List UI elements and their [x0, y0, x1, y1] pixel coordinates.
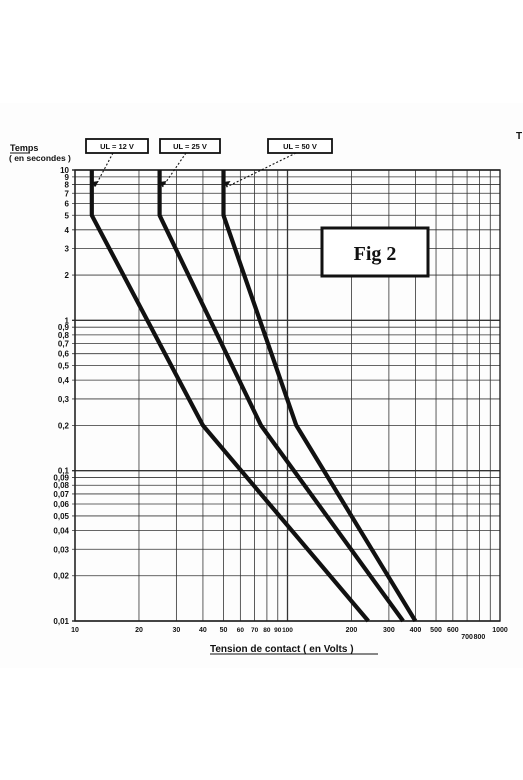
series-label: UL = 50 V	[283, 142, 317, 151]
x-tick-label: 70	[251, 627, 259, 634]
series-arrowhead	[159, 181, 167, 187]
curve-ul-2	[157, 170, 405, 623]
x-tick-label: 700	[461, 634, 473, 641]
x-tick-label: 20	[135, 627, 143, 634]
y-axis-unit-label: ( en secondes )	[9, 153, 71, 163]
series-label: UL = 25 V	[173, 142, 207, 151]
series-arrow	[226, 152, 297, 188]
chart: 109876543210,90,80,70,60,50,40,30,20,10,…	[9, 131, 522, 655]
y-tick-label: 4	[65, 226, 70, 235]
x-tick-label: 10	[71, 627, 79, 634]
x-tick-label: 40	[199, 627, 207, 634]
y-tick-label: 0,02	[53, 572, 69, 581]
series-arrowhead	[223, 181, 231, 187]
y-tick-label: 5	[65, 211, 70, 220]
y-tick-label: 3	[65, 245, 70, 254]
series-label: UL = 12 V	[100, 142, 134, 151]
y-tick-label: 0,1	[58, 467, 70, 476]
curve-ul-1	[89, 170, 370, 623]
curve-ul-3	[221, 170, 418, 623]
y-tick-label: 0,7	[58, 340, 70, 349]
y-tick-label: 0,4	[58, 376, 70, 385]
y-tick-label: 0,01	[53, 617, 69, 626]
y-tick-label: 1	[65, 316, 70, 325]
y-tick-label: 2	[65, 271, 70, 280]
y-tick-label: 0,03	[53, 545, 69, 554]
x-tick-label: 1000	[492, 627, 508, 634]
fig-label: Fig 2	[354, 243, 397, 265]
x-tick-label: 90	[274, 627, 282, 634]
x-tick-label: 200	[346, 627, 358, 634]
x-tick-label: 800	[474, 634, 486, 641]
x-tick-label: 100	[282, 627, 293, 634]
series-arrowhead	[91, 181, 99, 187]
y-tick-label: 0,8	[58, 331, 70, 340]
series-label-box	[267, 138, 333, 154]
fig-label-box	[320, 226, 430, 278]
y-tick-label: 6	[65, 199, 70, 208]
series-label-box	[85, 138, 149, 154]
y-tick-label: 0,05	[53, 512, 69, 521]
y-tick-label: 0,2	[58, 421, 70, 430]
series-arrow	[162, 152, 187, 188]
y-tick-label: 7	[65, 189, 70, 198]
plot-frame	[74, 169, 501, 622]
y-tick-label: 0,06	[53, 500, 69, 509]
edge-text: T	[516, 131, 522, 142]
x-tick-label: 400	[410, 627, 422, 634]
chart-scan: 10 9 8 7 6 5 4 3 2 1 0,9 0,8 0,7 0,6 0,5 0,4 0,3 0,2 0,1 0,…	[0, 103, 523, 668]
x-tick-label: 50	[220, 627, 228, 634]
y-tick-label: 0,5	[58, 362, 70, 371]
y-axis-label: Temps	[10, 143, 38, 153]
x-tick-label: 500	[430, 627, 442, 634]
y-tick-label: 0,08	[53, 481, 69, 490]
x-tick-label: 60	[237, 627, 245, 634]
x-tick-label: 30	[172, 627, 180, 634]
y-tick-label: 0,04	[53, 526, 69, 535]
y-tick-label: 10	[60, 166, 69, 175]
x-axis-label: Tension de contact ( en Volts )	[210, 644, 354, 655]
y-tick-label: 0,09	[53, 474, 69, 483]
x-tick-label: 80	[263, 627, 271, 634]
y-tick-label: 0,07	[53, 490, 69, 499]
series-label-box	[159, 138, 221, 154]
y-tick-label: 0,9	[58, 323, 70, 332]
y-tick-label: 0,6	[58, 350, 70, 359]
y-tick-label: 9	[65, 173, 70, 182]
y-tick-label: 8	[65, 181, 70, 190]
x-tick-label: 600	[447, 627, 459, 634]
y-tick-label: 0,3	[58, 395, 70, 404]
x-tick-label: 300	[383, 627, 395, 634]
